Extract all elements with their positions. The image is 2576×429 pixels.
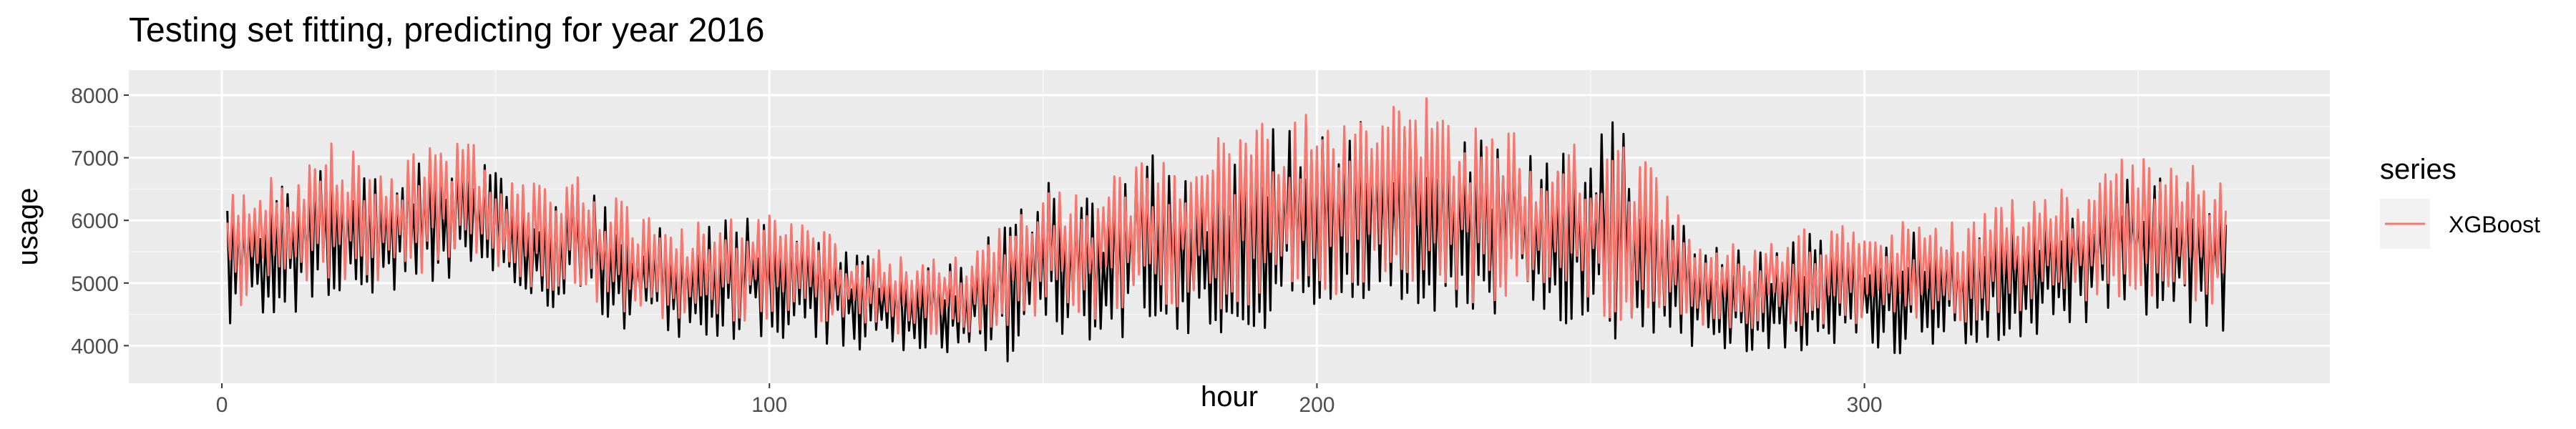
x-tick-label: 300 <box>1847 393 1883 417</box>
y-tick-label: 8000 <box>71 84 119 108</box>
chart-title: Testing set fitting, predicting for year… <box>129 11 765 49</box>
y-tick-label: 4000 <box>71 335 119 358</box>
x-axis: 0 100 200 300 <box>216 383 1883 417</box>
y-tick-label: 6000 <box>71 209 119 233</box>
y-tick-label: 7000 <box>71 147 119 171</box>
series-xgboost <box>226 97 2228 335</box>
x-tick-label: 0 <box>216 393 228 417</box>
legend-label-xgboost: XGBoost <box>2449 212 2540 237</box>
y-axis-title: usage <box>12 188 44 266</box>
x-tick-label: 100 <box>751 393 787 417</box>
x-tick-label: 200 <box>1299 393 1335 417</box>
y-axis: 4000 5000 6000 7000 8000 <box>71 84 129 358</box>
legend-title: series <box>2380 154 2457 185</box>
y-tick-label: 5000 <box>71 272 119 296</box>
legend: series XGBoost <box>2380 154 2540 249</box>
x-axis-title: hour <box>1201 381 1258 413</box>
series-line-xgboost <box>226 97 2228 335</box>
